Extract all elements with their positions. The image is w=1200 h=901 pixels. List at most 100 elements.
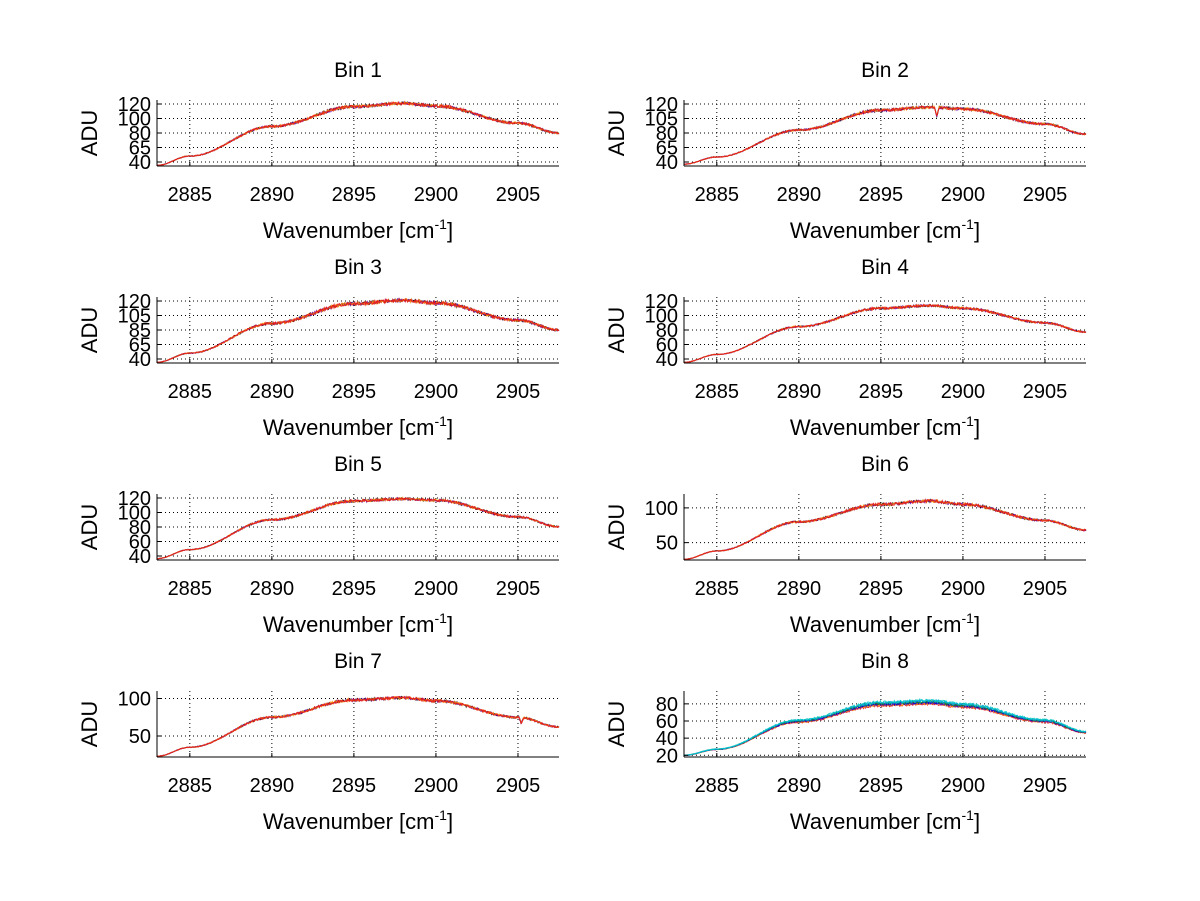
x-tick-label: 2890 (777, 578, 822, 600)
y-tick-label: 100 (645, 306, 678, 328)
y-tick-label: 60 (129, 532, 151, 554)
x-tick-label: 2905 (496, 578, 541, 600)
y-tick-label: 120 (645, 94, 678, 116)
y-tick-label: 80 (129, 123, 151, 145)
x-tick-label: 2905 (1023, 381, 1068, 403)
x-tick-label: 2885 (695, 184, 740, 206)
series-line (683, 698, 1087, 756)
x-tick-label: 2895 (332, 381, 377, 403)
x-tick-label: 2890 (777, 184, 822, 206)
x-tick-label: 2885 (695, 578, 740, 600)
x-axis-label: Wavenumber [cm-1] (263, 807, 453, 834)
x-tick-label: 2900 (414, 578, 459, 600)
y-tick-label: 120 (118, 291, 151, 313)
x-tick-label: 2885 (168, 578, 213, 600)
x-tick-label: 2900 (941, 578, 986, 600)
x-tick-label: 2885 (168, 381, 213, 403)
y-tick-label: 60 (656, 335, 678, 357)
x-tick-label: 2885 (168, 184, 213, 206)
x-tick-label: 2900 (941, 775, 986, 797)
x-tick-label: 2900 (414, 775, 459, 797)
y-axis-label: ADU (604, 701, 629, 747)
subplot-title: Bin 4 (861, 256, 909, 279)
y-tick-label: 85 (129, 320, 151, 342)
subplot-title: Bin 8 (861, 650, 909, 673)
y-tick-label: 100 (118, 689, 151, 711)
series-line (156, 695, 560, 757)
y-tick-label: 120 (118, 488, 151, 510)
x-tick-label: 2905 (496, 381, 541, 403)
x-axis-label: Wavenumber [cm-1] (263, 413, 453, 440)
y-tick-label: 60 (656, 711, 678, 733)
y-axis-label: ADU (77, 307, 102, 353)
x-tick-label: 2890 (250, 184, 295, 206)
y-tick-label: 80 (656, 694, 678, 716)
x-tick-label: 2890 (777, 381, 822, 403)
y-tick-label: 80 (656, 320, 678, 342)
y-tick-label: 65 (129, 335, 151, 357)
y-tick-label: 40 (656, 349, 678, 371)
subplot-title: Bin 5 (334, 453, 382, 476)
y-axis-label: ADU (604, 110, 629, 156)
series-line (157, 297, 560, 363)
y-tick-label: 120 (645, 291, 678, 313)
x-tick-label: 2885 (695, 381, 740, 403)
x-tick-label: 2885 (695, 775, 740, 797)
x-tick-label: 2905 (496, 184, 541, 206)
x-tick-label: 2895 (332, 184, 377, 206)
y-axis-label: ADU (604, 307, 629, 353)
y-tick-label: 50 (129, 726, 151, 748)
series-line (683, 498, 1087, 560)
subplot-title: Bin 2 (861, 59, 909, 82)
y-tick-label: 100 (118, 503, 151, 525)
x-tick-label: 2890 (250, 775, 295, 797)
plot-area (157, 691, 559, 757)
x-tick-label: 2895 (332, 578, 377, 600)
y-tick-label: 65 (129, 138, 151, 160)
x-tick-label: 2885 (168, 775, 213, 797)
y-tick-label: 65 (656, 138, 678, 160)
y-tick-label: 40 (129, 546, 151, 568)
y-axis-label: ADU (77, 504, 102, 550)
y-tick-label: 100 (118, 109, 151, 131)
x-axis-label: Wavenumber [cm-1] (790, 413, 980, 440)
x-tick-label: 2900 (414, 184, 459, 206)
x-tick-label: 2895 (859, 775, 904, 797)
y-tick-label: 20 (656, 745, 678, 767)
y-axis-label: ADU (604, 504, 629, 550)
x-tick-label: 2895 (859, 184, 904, 206)
y-axis-label: ADU (77, 701, 102, 747)
x-tick-label: 2905 (1023, 578, 1068, 600)
subplot-title: Bin 6 (861, 453, 909, 476)
y-tick-label: 40 (656, 728, 678, 750)
series-line (157, 496, 560, 560)
x-tick-label: 2895 (332, 775, 377, 797)
series-line (683, 105, 1087, 165)
x-axis-label: Wavenumber [cm-1] (790, 216, 980, 243)
y-tick-label: 120 (118, 94, 151, 116)
subplot-title: Bin 7 (334, 650, 382, 673)
plot-area (684, 691, 1086, 757)
subplot-title: Bin 3 (334, 256, 382, 279)
x-tick-label: 2890 (777, 775, 822, 797)
x-tick-label: 2900 (414, 381, 459, 403)
x-axis-label: Wavenumber [cm-1] (790, 610, 980, 637)
x-axis-label: Wavenumber [cm-1] (263, 216, 453, 243)
y-tick-label: 105 (645, 109, 678, 131)
y-tick-label: 100 (645, 498, 678, 520)
y-tick-label: 40 (129, 349, 151, 371)
y-tick-label: 105 (118, 306, 151, 328)
series-line (156, 100, 560, 166)
x-tick-label: 2905 (1023, 184, 1068, 206)
y-axis-label: ADU (77, 110, 102, 156)
y-tick-label: 80 (656, 123, 678, 145)
subplot-title: Bin 1 (334, 59, 382, 82)
x-tick-label: 2905 (496, 775, 541, 797)
x-axis-label: Wavenumber [cm-1] (263, 610, 453, 637)
